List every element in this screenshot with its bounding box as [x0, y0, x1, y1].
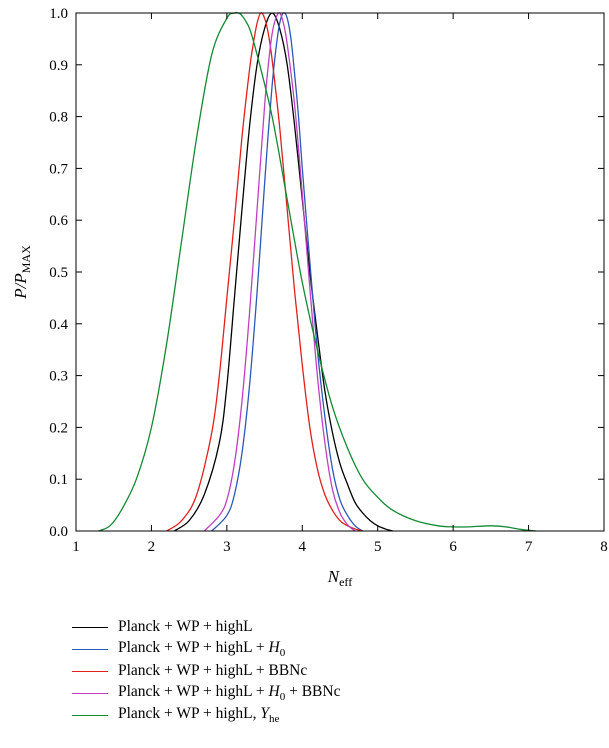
series-line-1 [173, 12, 393, 532]
legend-item: Planck + WP + highL + H0 + BBNc [72, 682, 340, 704]
legend-item: Planck + WP + highL, Yhe [72, 704, 340, 726]
y-tick-label: 1.0 [49, 6, 68, 22]
series-line-4 [203, 12, 356, 532]
series-line-5 [98, 11, 537, 532]
y-axis-ticks: 0.0 0.1 0.2 0.3 0.4 0.5 0.6 0.7 0.8 0.9 1.0 [49, 6, 604, 540]
legend-label: Planck + WP + highL + H0 [118, 638, 286, 660]
legend-label: Planck + WP + highL + BBNc [118, 662, 308, 679]
legend-item: Planck + WP + highL + H0 [72, 638, 340, 660]
legend-subscript: he [268, 713, 280, 726]
x-tick-label: 4 [299, 539, 307, 555]
x-tick-label: 7 [525, 539, 533, 555]
legend-symbol: Y [260, 704, 269, 722]
x-tick-label: 5 [374, 539, 382, 555]
legend-swatch [72, 648, 108, 650]
y-tick-label: 0.5 [49, 265, 68, 281]
legend-swatch [72, 626, 108, 628]
x-tick-label: 8 [600, 539, 608, 555]
y-tick-label: 0.4 [49, 317, 68, 333]
legend-item: Planck + WP + highL [72, 616, 340, 638]
y-tick-label: 0.2 [49, 420, 68, 436]
plot-frame [75, 12, 605, 532]
legend-swatch [72, 692, 108, 694]
y-tick-label: 0.7 [49, 161, 68, 177]
legend: Planck + WP + highL Planck + WP + highL +… [72, 616, 340, 726]
legend-label: Planck + WP + highL + H0 + BBNc [118, 682, 341, 704]
x-tick-label: 1 [72, 539, 80, 555]
x-axis-title: Neff [327, 567, 352, 589]
y-tick-label: 0.3 [49, 369, 68, 385]
x-axis-ticks: 1 2 3 4 5 6 7 8 [72, 13, 608, 555]
series-line-3 [166, 12, 363, 532]
y-tick-label: 0.0 [49, 524, 68, 540]
legend-symbol: H [268, 682, 280, 700]
legend-subscript: 0 [279, 691, 286, 704]
legend-item: Planck + WP + highL + BBNc [72, 660, 340, 682]
x-tick-label: 3 [223, 539, 231, 555]
plot-lines [98, 11, 537, 532]
legend-label: Planck + WP + highL, Yhe [118, 704, 280, 726]
y-axis-title: P/PMAX [11, 245, 33, 300]
legend-label: Planck + WP + highL [118, 618, 253, 635]
x-tick-label: 6 [449, 539, 457, 555]
x-tick-label: 2 [148, 539, 156, 555]
y-tick-label: 0.8 [49, 110, 68, 126]
y-tick-label: 0.6 [49, 213, 68, 229]
y-tick-label: 0.1 [49, 472, 68, 488]
legend-symbol: H [268, 638, 280, 656]
legend-swatch [72, 670, 108, 672]
legend-swatch [72, 714, 108, 716]
series-line-2 [211, 12, 363, 532]
y-tick-label: 0.9 [49, 58, 68, 74]
legend-subscript: 0 [279, 647, 286, 660]
